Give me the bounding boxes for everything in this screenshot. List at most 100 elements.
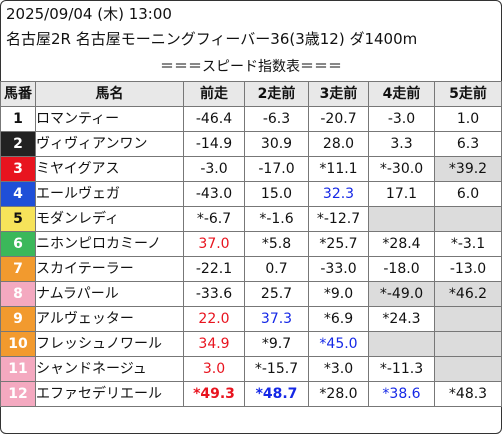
horse-name: フレッシュノワール (35, 331, 184, 357)
horse-name: エールヴェガ (35, 181, 184, 207)
table-row: 4 エールヴェガ -43.0 15.0 32.3 17.1 6.0 (0, 181, 502, 207)
speed-index-cell (368, 206, 435, 232)
speed-index-cell: -3.0 (183, 156, 245, 182)
speed-index-cell: 28.0 (308, 131, 369, 157)
speed-index-cell: 6.3 (434, 131, 502, 157)
horse-name: ミヤイグアス (35, 156, 184, 182)
speed-index-cell: 3.0 (183, 356, 245, 382)
horse-number: 2 (0, 131, 36, 157)
race-datetime: 2025/09/04 (木) 13:00 (6, 5, 172, 23)
speed-index-cell: *-30.0 (368, 156, 435, 182)
speed-index-cell: *46.2 (434, 281, 502, 307)
speed-index-cell: 37.0 (183, 231, 245, 257)
table-row: 12 エファセデリエール *49.3 *48.7 *28.0 *38.6 *48.3 (0, 381, 502, 407)
speed-index-cell: 0.7 (244, 256, 309, 282)
speed-index-cell (434, 356, 502, 382)
horse-name: ヴィヴィアンワン (35, 131, 184, 157)
speed-index-table: 馬番 馬名 前走 2走前 3走前 4走前 5走前 1 ロマンティー -46.4 -6.… (0, 81, 502, 407)
speed-index-cell: *9.0 (308, 281, 369, 307)
speed-index-cell: *24.3 (368, 306, 435, 332)
table-row: 6 ニホンピロカミーノ 37.0 *5.8 *25.7 *28.4 *-3.1 (0, 231, 502, 257)
speed-index-cell: *48.3 (434, 381, 502, 407)
speed-index-cell: 3.3 (368, 131, 435, 157)
table-row: 9 アルヴェッター 22.0 37.3 *6.9 *24.3 (0, 306, 502, 332)
horse-number: 11 (0, 356, 36, 382)
speed-index-cell: *-49.0 (368, 281, 435, 307)
col-header-5-runs-ago: 5走前 (434, 81, 502, 107)
speed-index-cell: -46.4 (183, 106, 245, 132)
speed-index-cell: *49.3 (183, 381, 245, 407)
table-row: 3 ミヤイグアス -3.0 -17.0 *11.1 *-30.0 *39.2 (0, 156, 502, 182)
speed-index-cell: 37.3 (244, 306, 309, 332)
speed-index-cell (434, 306, 502, 332)
speed-index-cell: *28.0 (308, 381, 369, 407)
speed-index-cell: -14.9 (183, 131, 245, 157)
horse-number: 5 (0, 206, 36, 232)
speed-index-cell: -6.3 (244, 106, 309, 132)
race-title: 名古屋2R 名古屋モーニングフィーバー36(3歳12) ダ1400m (6, 30, 418, 48)
speed-index-cell (434, 206, 502, 232)
horse-number: 10 (0, 331, 36, 357)
col-header-horse-name: 馬名 (35, 81, 184, 107)
horse-number: 1 (0, 106, 36, 132)
speed-index-cell: -3.0 (368, 106, 435, 132)
speed-index-cell: -18.0 (368, 256, 435, 282)
speed-index-cell: -13.0 (434, 256, 502, 282)
speed-index-cell: *11.1 (308, 156, 369, 182)
horse-name: シャンドネージュ (35, 356, 184, 382)
speed-index-cell: *6.9 (308, 306, 369, 332)
speed-index-cell: *25.7 (308, 231, 369, 257)
speed-index-cell: *45.0 (308, 331, 369, 357)
col-header-number: 馬番 (0, 81, 36, 107)
speed-index-cell: 32.3 (308, 181, 369, 207)
speed-index-cell: *5.8 (244, 231, 309, 257)
horse-name: エファセデリエール (35, 381, 184, 407)
speed-index-cell: *28.4 (368, 231, 435, 257)
speed-index-cell: *-11.3 (368, 356, 435, 382)
speed-index-cell: -17.0 (244, 156, 309, 182)
speed-index-cell: -22.1 (183, 256, 245, 282)
horse-name: モダンレディ (35, 206, 184, 232)
horse-name: ロマンティー (35, 106, 184, 132)
speed-index-cell: 25.7 (244, 281, 309, 307)
horse-number: 6 (0, 231, 36, 257)
table-row: 1 ロマンティー -46.4 -6.3 -20.7 -3.0 1.0 (0, 106, 502, 132)
col-header-4-runs-ago: 4走前 (368, 81, 435, 107)
horse-number: 12 (0, 381, 36, 407)
speed-index-cell: *-12.7 (308, 206, 369, 232)
horse-name: ニホンピロカミーノ (35, 231, 184, 257)
speed-index-cell: -33.0 (308, 256, 369, 282)
speed-index-cell: *-1.6 (244, 206, 309, 232)
speed-index-cell: *3.0 (308, 356, 369, 382)
speed-index-cell: 22.0 (183, 306, 245, 332)
speed-index-cell: 6.0 (434, 181, 502, 207)
col-header-3-runs-ago: 3走前 (308, 81, 369, 107)
speed-index-cell: 34.9 (183, 331, 245, 357)
speed-index-banner: ＝＝＝スピード指数表＝＝＝ (160, 59, 342, 75)
horse-number: 3 (0, 156, 36, 182)
table-row: 2 ヴィヴィアンワン -14.9 30.9 28.0 3.3 6.3 (0, 131, 502, 157)
speed-index-cell: *48.7 (244, 381, 309, 407)
horse-number: 8 (0, 281, 36, 307)
speed-index-cell: *39.2 (434, 156, 502, 182)
col-header-2-runs-ago: 2走前 (244, 81, 309, 107)
table-row: 10 フレッシュノワール 34.9 *9.7 *45.0 (0, 331, 502, 357)
table-header-row: 馬番 馬名 前走 2走前 3走前 4走前 5走前 (0, 81, 502, 107)
speed-index-cell (368, 331, 435, 357)
speed-index-cell: 15.0 (244, 181, 309, 207)
table-row: 8 ナムラパール -33.6 25.7 *9.0 *-49.0 *46.2 (0, 281, 502, 307)
horse-number: 7 (0, 256, 36, 282)
speed-index-cell: -20.7 (308, 106, 369, 132)
horse-name: ナムラパール (35, 281, 184, 307)
table-row: 11 シャンドネージュ 3.0 *-15.7 *3.0 *-11.3 (0, 356, 502, 382)
horse-name: スカイテーラー (35, 256, 184, 282)
horse-number: 9 (0, 306, 36, 332)
speed-index-cell: *-15.7 (244, 356, 309, 382)
table-row: 5 モダンレディ *-6.7 *-1.6 *-12.7 (0, 206, 502, 232)
speed-index-cell (434, 331, 502, 357)
col-header-last-run: 前走 (183, 81, 245, 107)
speed-index-cell: -43.0 (183, 181, 245, 207)
speed-index-cell: *38.6 (368, 381, 435, 407)
speed-index-cell: 1.0 (434, 106, 502, 132)
horse-number: 4 (0, 181, 36, 207)
